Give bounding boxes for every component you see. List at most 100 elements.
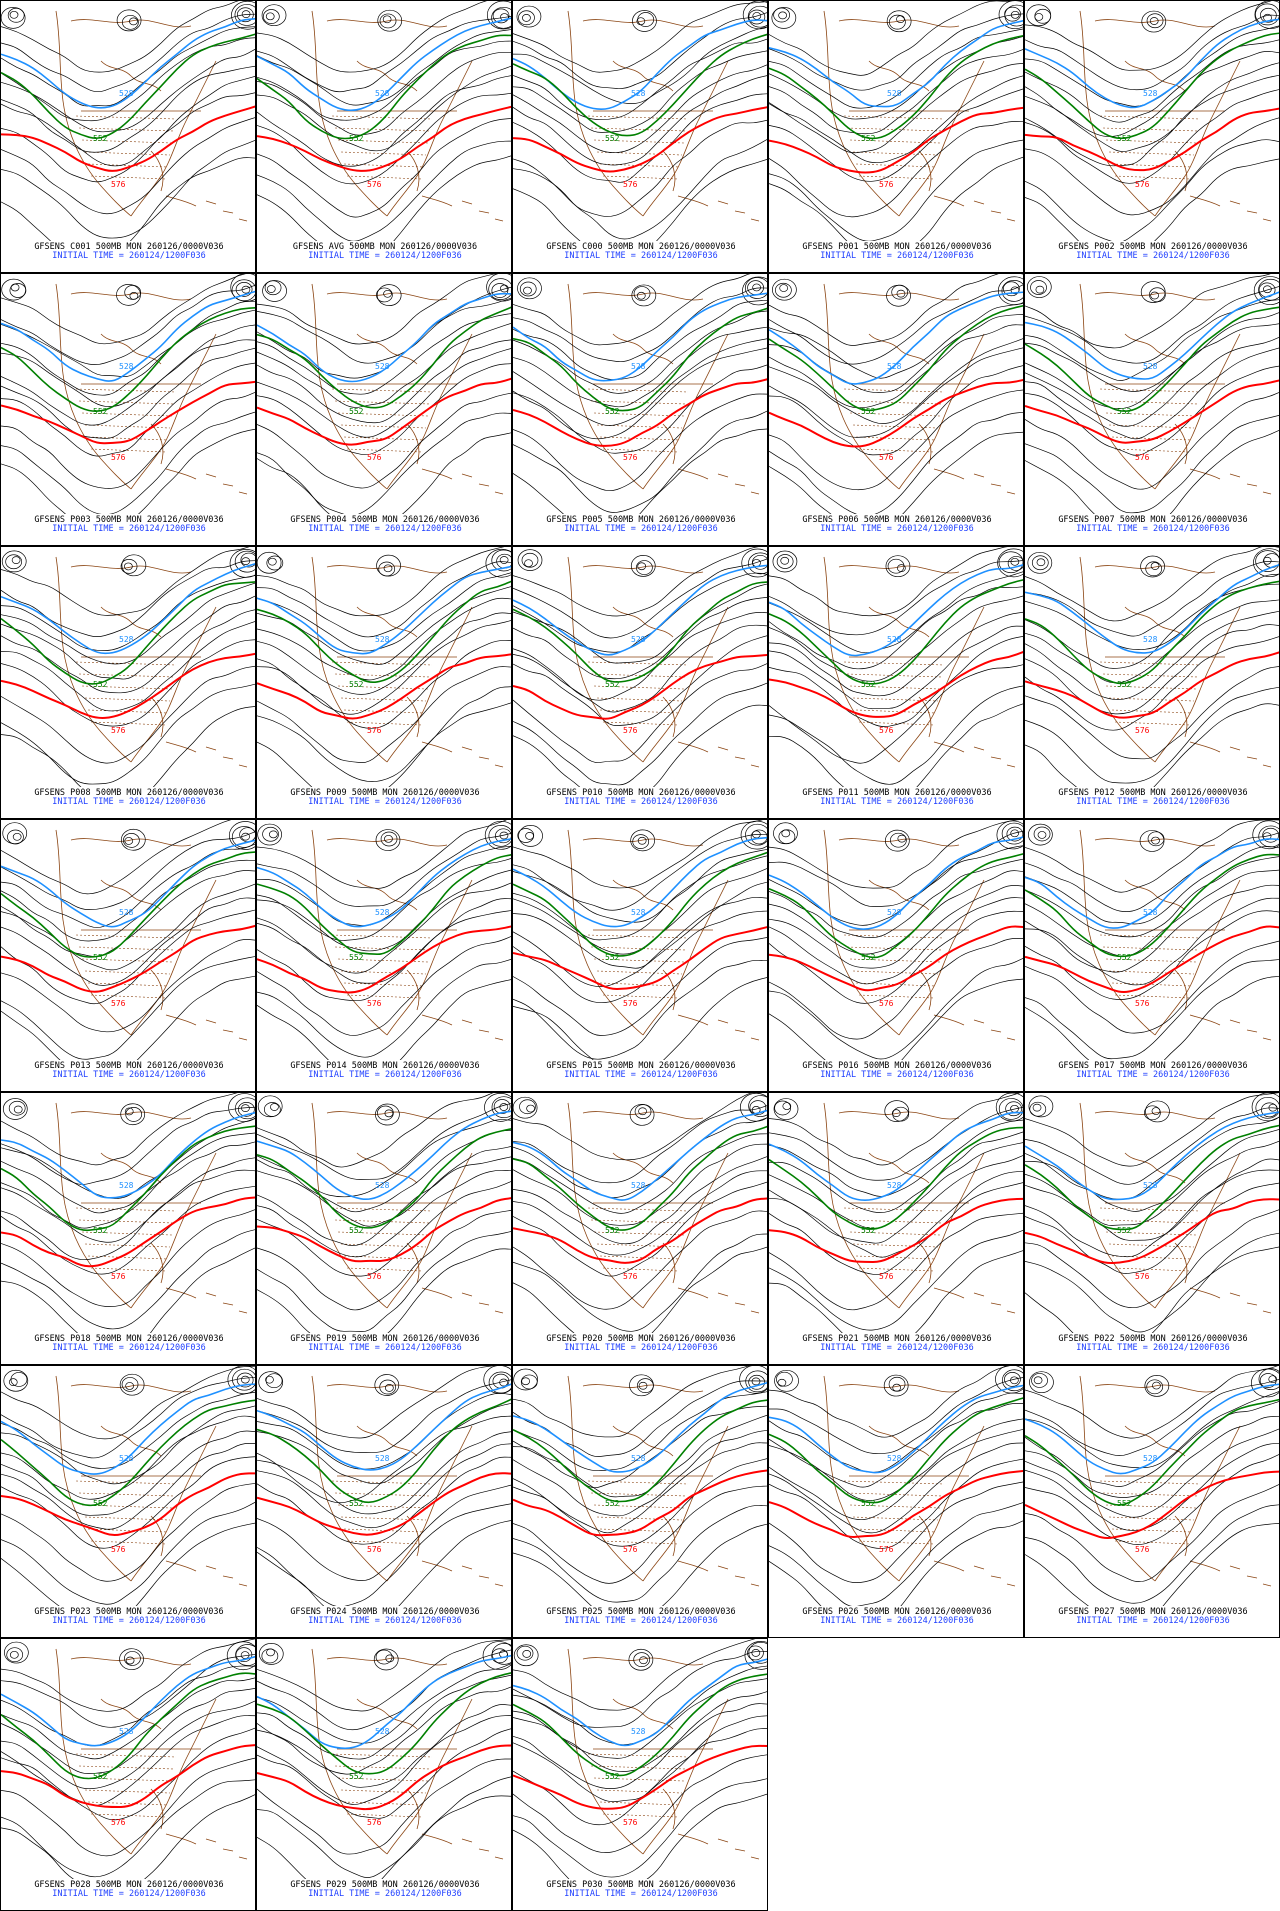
panel-initial-time: INITIAL TIME = 260124/1200F036	[1076, 797, 1230, 807]
contour-528-label: 528	[375, 1181, 390, 1190]
height-contours	[1025, 820, 1279, 1060]
contour-576	[769, 925, 1023, 992]
height-contour-map: 528 552 576	[257, 1639, 511, 1879]
coastline-layer	[567, 10, 760, 222]
contour-552-label: 552	[1117, 134, 1132, 143]
contour-552	[257, 854, 511, 956]
contour-576-label: 576	[367, 1545, 382, 1554]
panel-initial-time: INITIAL TIME = 260124/1200F036	[308, 1889, 462, 1899]
height-contours	[1025, 547, 1279, 787]
contour-528	[1, 1111, 255, 1199]
panel-title: GFSENS P016 500MB MON 260126/0000V036	[802, 1061, 992, 1071]
contour-576	[257, 1472, 511, 1536]
contour-528-label: 528	[1143, 1454, 1158, 1463]
contour-528	[769, 291, 1023, 385]
coastline-layer	[567, 1375, 760, 1587]
contour-576-label: 576	[111, 453, 126, 462]
contour-528	[1, 1655, 255, 1747]
panel-title: GFSENS P001 500MB MON 260126/0000V036	[802, 242, 992, 252]
height-contour-map: 528 552 576	[513, 820, 767, 1060]
panel-initial-time: INITIAL TIME = 260124/1200F036	[308, 524, 462, 534]
ensemble-member-panel: 528 552 576 GFSENS P030 500MB MON 260126/00…	[512, 1638, 768, 1911]
contour-528-label: 528	[119, 1181, 134, 1190]
contour-528	[257, 1383, 511, 1471]
contour-528-label: 528	[1143, 635, 1158, 644]
height-contour-map: 528 552 576	[257, 820, 511, 1060]
contour-552-label: 552	[861, 680, 876, 689]
contour-552	[513, 581, 767, 683]
panel-title: GFSENS P027 500MB MON 260126/0000V036	[1058, 1607, 1248, 1617]
panel-initial-time: INITIAL TIME = 260124/1200F036	[52, 251, 206, 261]
coastline-layer	[567, 556, 760, 768]
contour-552-label: 552	[93, 407, 108, 416]
contour-552-label: 552	[1117, 680, 1132, 689]
coastline-layer	[55, 829, 248, 1041]
contour-528-label: 528	[119, 89, 134, 98]
panel-title: GFSENS P015 500MB MON 260126/0000V036	[546, 1061, 736, 1071]
coastline-layer	[55, 556, 248, 768]
contour-552-label: 552	[349, 680, 364, 689]
coastline-layer	[55, 1102, 248, 1314]
height-contour-map: 528 552 576	[257, 1093, 511, 1333]
contour-528-label: 528	[375, 1454, 390, 1463]
ensemble-member-panel: 528 552 576 GFSENS P028 500MB MON 260126/00…	[0, 1638, 256, 1911]
contour-528-label: 528	[375, 89, 390, 98]
contour-552	[1, 33, 255, 140]
panel-initial-time: INITIAL TIME = 260124/1200F036	[1076, 1070, 1230, 1080]
contour-528	[769, 1111, 1023, 1201]
panel-title: GFSENS P023 500MB MON 260126/0000V036	[34, 1607, 224, 1617]
panel-title: GFSENS P025 500MB MON 260126/0000V036	[546, 1607, 736, 1617]
contour-576	[513, 1469, 767, 1537]
contour-552-label: 552	[861, 407, 876, 416]
contour-576	[257, 1197, 511, 1263]
contour-528-label: 528	[375, 908, 390, 917]
panel-initial-time: INITIAL TIME = 260124/1200F036	[52, 797, 206, 807]
height-contours	[769, 1366, 1023, 1606]
panel-title: GFSENS P005 500MB MON 260126/0000V036	[546, 515, 736, 525]
contour-528	[1, 1383, 255, 1475]
height-contours	[513, 547, 767, 787]
height-contour-map: 528 552 576	[1025, 1, 1279, 241]
coastline-layer	[311, 1375, 504, 1587]
contour-552	[257, 1128, 511, 1229]
panel-title: GFSENS P022 500MB MON 260126/0000V036	[1058, 1334, 1248, 1344]
contour-552-label: 552	[93, 1499, 108, 1508]
contour-576	[769, 650, 1023, 718]
contour-552	[257, 34, 511, 140]
height-contour-map: 528 552 576	[1, 1093, 255, 1333]
contour-552-label: 552	[93, 134, 108, 143]
height-contours	[1, 1, 255, 241]
height-contours	[1, 547, 255, 787]
height-contours	[513, 274, 767, 514]
contour-552	[769, 1397, 1023, 1504]
panel-initial-time: INITIAL TIME = 260124/1200F036	[820, 797, 974, 807]
height-contour-map: 528 552 576	[769, 820, 1023, 1060]
contour-552-label: 552	[1117, 1499, 1132, 1508]
contour-528	[1, 290, 255, 382]
panel-initial-time: INITIAL TIME = 260124/1200F036	[1076, 524, 1230, 534]
height-contours	[513, 1093, 767, 1333]
contour-576	[1025, 1198, 1279, 1265]
height-contours	[769, 274, 1023, 514]
ensemble-member-panel: 528 552 576 GFSENS P025 500MB MON 260126/00…	[512, 1365, 768, 1638]
contour-528	[1025, 1111, 1279, 1201]
contour-576-label: 576	[367, 1818, 382, 1827]
contour-576-label: 576	[111, 1818, 126, 1827]
ensemble-member-panel: 528 552 576 GFSENS P023 500MB MON 260126/00…	[0, 1365, 256, 1638]
contour-576	[1025, 651, 1279, 719]
height-contours	[1, 820, 255, 1060]
panel-title: GFSENS P030 500MB MON 260126/0000V036	[546, 1880, 736, 1890]
panel-initial-time: INITIAL TIME = 260124/1200F036	[308, 251, 462, 261]
contour-552	[1025, 306, 1279, 412]
panel-title: GFSENS P013 500MB MON 260126/0000V036	[34, 1061, 224, 1071]
contour-552	[769, 34, 1023, 140]
contour-576	[513, 378, 767, 447]
contour-528	[257, 292, 511, 383]
height-contour-map: 528 552 576	[1025, 820, 1279, 1060]
panel-title: GFSENS AVG 500MB MON 260126/0000V036	[292, 242, 478, 252]
height-contour-map: 528 552 576	[513, 1366, 767, 1606]
panel-initial-time: INITIAL TIME = 260124/1200F036	[564, 251, 718, 261]
panel-title: GFSENS P020 500MB MON 260126/0000V036	[546, 1334, 736, 1344]
ensemble-member-panel: 528 552 576 GFSENS P004 500MB MON 260126/00…	[256, 273, 512, 546]
contour-552	[769, 853, 1023, 959]
